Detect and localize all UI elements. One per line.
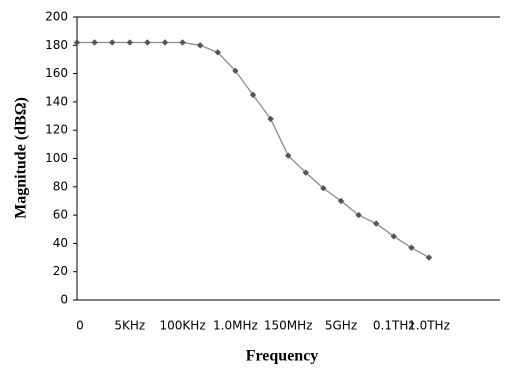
marker (144, 39, 151, 46)
y-tick-label: 120 (45, 123, 68, 137)
x-tick-label: 0 (76, 319, 84, 333)
marker (249, 91, 257, 99)
marker (373, 220, 380, 227)
marker (179, 39, 186, 46)
x-tick-label: 5GHz (325, 319, 357, 333)
y-tick-label: 180 (45, 38, 68, 52)
y-tick-label: 40 (53, 236, 68, 250)
marker (408, 244, 415, 251)
y-tick-label: 0 (60, 293, 68, 307)
marker (285, 152, 292, 159)
marker (232, 67, 239, 74)
marker (109, 39, 116, 46)
x-tick-label: 150MHz (264, 319, 313, 333)
x-tick-label: 1.0THz (408, 319, 450, 333)
y-tick-label: 160 (45, 66, 68, 80)
x-tick-label: 5KHz (114, 319, 145, 333)
x-tick-label: 0.1THz (373, 319, 415, 333)
y-tick-label: 200 (45, 10, 68, 24)
y-tick-label: 80 (53, 179, 68, 193)
y-tick-label: 20 (53, 264, 68, 278)
marker (425, 254, 433, 261)
marker (302, 169, 309, 176)
marker (197, 42, 204, 49)
marker (267, 115, 274, 123)
y-tick-label: 140 (45, 94, 68, 108)
marker (390, 233, 397, 240)
x-tick-label: 1.0MHz (213, 319, 258, 333)
y-axis-title: Magnitude (dBΩ) (13, 97, 30, 219)
marker (355, 211, 362, 219)
marker (214, 49, 221, 56)
marker (73, 39, 81, 46)
x-tick-label: 100KHz (160, 319, 206, 333)
marker (91, 39, 98, 46)
x-axis-title: Frequency (246, 348, 319, 365)
marker (337, 197, 345, 205)
marker (320, 185, 327, 192)
marker (126, 39, 133, 46)
y-tick-label: 60 (53, 208, 68, 222)
y-tick-label: 100 (45, 151, 68, 165)
marker (161, 39, 169, 46)
